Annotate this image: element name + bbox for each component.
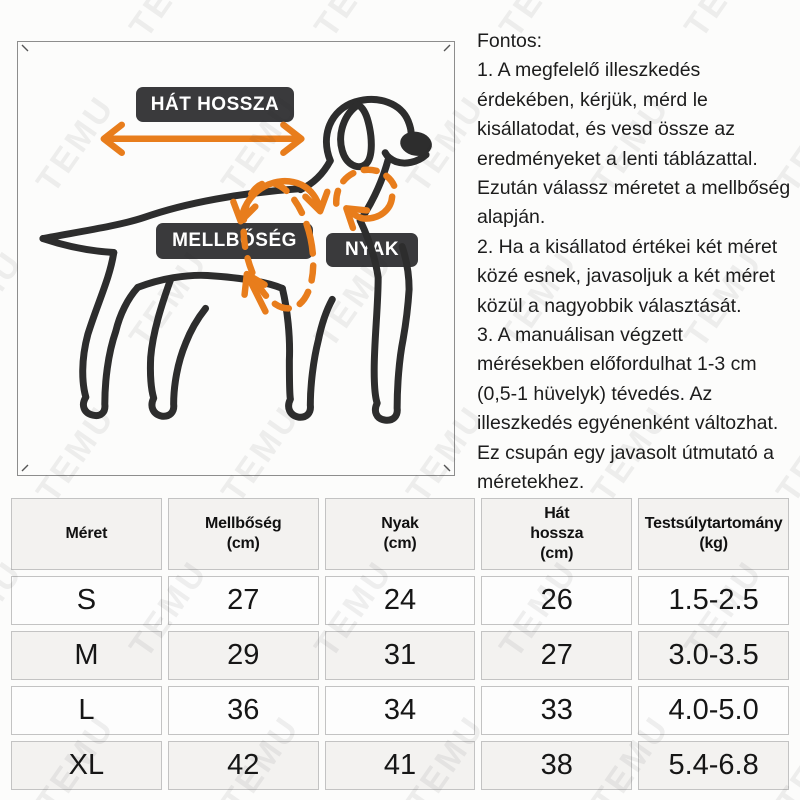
table-cell: 42 [167,741,319,790]
dog-outline [39,95,432,424]
temu-watermark: TEMU [0,0,31,45]
table-row: M 29 31 27 3.0-3.5 [11,631,789,680]
table-cell: 3.0-3.5 [638,631,789,680]
table-cell: 29 [167,631,319,680]
header-cell: Mellbőség (cm) [167,498,319,570]
header-cell: Testsúlytartomány (kg) [638,498,789,570]
notes-paragraph-1: 1. A megfelelő illeszkedés érdekében, ké… [477,59,791,229]
table-row: XL 42 41 38 5.4-6.8 [11,741,789,790]
sizing-notes: Fontos: 1. A megfelelő illeszkedés érdek… [477,27,795,498]
table-cell: 34 [324,686,476,735]
table-row: S 27 24 26 1.5-2.5 [11,576,789,625]
notes-title: Fontos: [477,30,543,52]
table-cell: 5.4-6.8 [638,741,789,790]
neck-dashed-loop [333,166,398,207]
table-cell: S [11,576,162,625]
neck-arrow [343,193,396,232]
temu-watermark: TEMU [307,0,401,45]
table-cell: 38 [481,741,633,790]
back-length-label: HÁT HOSSZA [136,87,294,122]
notes-paragraph-4: Ez csupán egy javasolt útmutató a mérete… [477,441,775,494]
chest-girth-arrow-bottom [241,270,269,315]
table-row: L 36 34 33 4.0-5.0 [11,686,789,735]
temu-watermark: TEMU [122,0,216,45]
table-cell: 1.5-2.5 [638,576,789,625]
table-cell: 36 [167,686,319,735]
panel-corner-ticks [21,44,451,472]
chest-girth-arrow-top [230,177,331,225]
table-cell: 26 [481,576,633,625]
table-cell: 41 [324,741,476,790]
header-cell: Nyak (cm) [324,498,476,570]
table-cell: 27 [167,576,319,625]
measurement-diagram-panel: HÁT HOSSZA MELLBŐSÉG NYAK [17,41,455,476]
table-cell: 31 [324,631,476,680]
table-cell: L [11,686,162,735]
table-cell: 27 [481,631,633,680]
notes-paragraph-2: 2. Ha a kisállatod értékei két méret köz… [477,235,778,317]
table-cell: 4.0-5.0 [638,686,789,735]
notes-paragraph-3: 3. A manuálisan végzett mérésekben előfo… [477,324,779,435]
size-table-header: Méret Mellbőség (cm) Nyak (cm) Hát hossza (cm) T… [11,498,789,570]
dog-measurement-illustration [21,44,451,472]
table-cell: M [11,631,162,680]
measurement-arrows [100,121,398,315]
table-cell: 33 [481,686,633,735]
header-cell: Hát hossza (cm) [481,498,633,570]
size-table: Méret Mellbőség (cm) Nyak (cm) Hát hossza (cm) T… [5,492,795,796]
table-cell: 24 [324,576,476,625]
header-cell: Méret [11,498,162,570]
table-cell: XL [11,741,162,790]
chest-girth-label: MELLBŐSÉG [156,223,313,259]
